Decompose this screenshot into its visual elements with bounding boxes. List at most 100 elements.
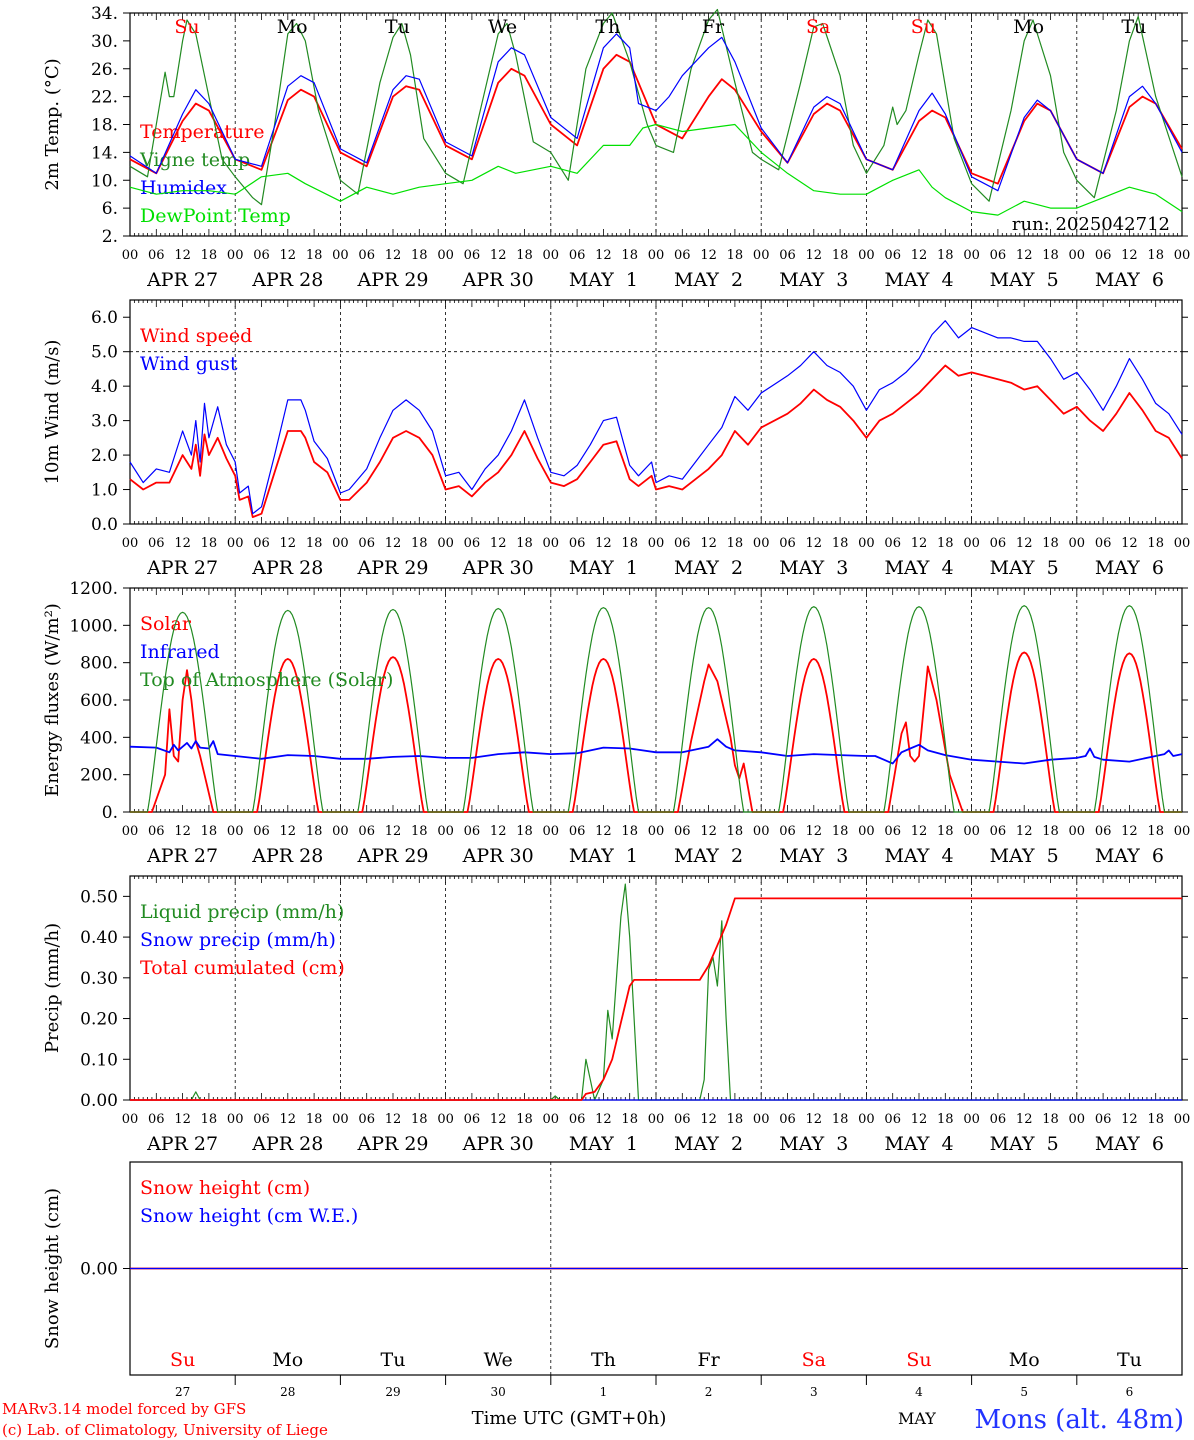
temp-hour-label: 00 — [122, 248, 139, 263]
temp-hour-label: 18 — [621, 248, 638, 263]
energy-series-infrared — [129, 738, 1183, 765]
temp-hour-label: 18 — [516, 248, 533, 263]
snow-day-number: 28 — [280, 1385, 295, 1399]
precip-hour-label: 00 — [648, 1112, 665, 1127]
precip-day-label: MAY 3 — [779, 1133, 848, 1155]
precip-hour-label: 06 — [779, 1112, 796, 1127]
precip-hour-label: 06 — [358, 1112, 375, 1127]
wind-y-tick-label: 3.0 — [91, 412, 118, 432]
energy-day-label: APR 29 — [356, 845, 428, 867]
precip-hour-label: 18 — [516, 1112, 533, 1127]
temp-hour-label: 00 — [858, 248, 875, 263]
temp-y-tick-label: 2. — [102, 227, 118, 247]
temp-hour-label: 00 — [332, 248, 349, 263]
energy-day-label: MAY 5 — [990, 845, 1059, 867]
temp-hour-label: 12 — [174, 248, 191, 263]
precip-legend-entry: Total cumulated (cm) — [140, 957, 345, 979]
wind-hour-label: 12 — [174, 536, 191, 551]
precip-hour-label: 18 — [937, 1112, 954, 1127]
energy-hour-label: 06 — [569, 824, 586, 839]
precip-hour-label: 00 — [753, 1112, 770, 1127]
wind-y-tick-label: 1.0 — [91, 481, 118, 501]
energy-hour-label: 12 — [1121, 824, 1138, 839]
temp-weekday-label: We — [488, 16, 517, 38]
energy-hour-label: 00 — [1174, 824, 1191, 839]
energy-hour-label: 18 — [1147, 824, 1164, 839]
precip-y-axis-label: Precip (mm/h) — [42, 923, 63, 1053]
precip-hour-label: 18 — [306, 1112, 323, 1127]
wind-hour-label: 00 — [122, 536, 139, 551]
precip-hour-label: 00 — [332, 1112, 349, 1127]
energy-series-solar — [130, 651, 1182, 813]
precip-hour-label: 12 — [490, 1112, 507, 1127]
energy-hour-label: 18 — [621, 824, 638, 839]
energy-hour-label: 00 — [963, 824, 980, 839]
wind-day-label: MAY 2 — [674, 557, 743, 579]
snow-day-number: 2 — [705, 1385, 713, 1399]
energy-hour-label: 18 — [516, 824, 533, 839]
energy-hour-label: 06 — [464, 824, 481, 839]
precip-hour-label: 00 — [122, 1112, 139, 1127]
temp-hour-label: 00 — [1069, 248, 1086, 263]
wind-hour-label: 12 — [280, 536, 297, 551]
energy-day-label: APR 28 — [251, 845, 323, 867]
wind-hour-label: 06 — [990, 536, 1007, 551]
precip-hour-label: 18 — [1147, 1112, 1164, 1127]
snow-weekday-label: Mo — [1009, 1349, 1040, 1371]
temp-legend-entry: DewPoint Temp — [140, 205, 291, 227]
station-name: Mons (alt. 48m) — [975, 1405, 1184, 1435]
energy-y-tick-label: 400. — [80, 728, 118, 748]
precip-day-label: APR 27 — [146, 1133, 218, 1155]
wind-y-tick-label: 4.0 — [91, 377, 118, 397]
energy-day-label: MAY 1 — [569, 845, 638, 867]
wind-hour-label: 00 — [332, 536, 349, 551]
precip-hour-label: 18 — [621, 1112, 638, 1127]
snow-legend-entry: Snow height (cm W.E.) — [140, 1205, 358, 1227]
energy-series-top-of-atmosphere-solar- — [130, 605, 1182, 813]
wind-hour-label: 12 — [911, 536, 928, 551]
energy-hour-label: 12 — [806, 824, 823, 839]
precip-day-label: MAY 6 — [1095, 1133, 1164, 1155]
wind-hour-label: 12 — [806, 536, 823, 551]
time-axis-label: Time UTC (GMT+0h) — [472, 1408, 667, 1429]
temp-day-label: MAY 5 — [990, 269, 1059, 291]
wind-day-label: APR 30 — [462, 557, 534, 579]
energy-hour-label: 00 — [753, 824, 770, 839]
wind-hour-label: 12 — [490, 536, 507, 551]
temp-hour-label: 06 — [990, 248, 1007, 263]
precip-hour-label: 06 — [569, 1112, 586, 1127]
wind-hour-label: 06 — [253, 536, 270, 551]
temp-hour-label: 00 — [543, 248, 560, 263]
energy-day-label: MAY 4 — [884, 845, 953, 867]
energy-hour-label: 18 — [1042, 824, 1059, 839]
precip-hour-label: 18 — [1042, 1112, 1059, 1127]
wind-y-tick-label: 6.0 — [91, 308, 118, 328]
temp-legend-entry: Vigne temp — [139, 149, 250, 171]
temp-weekday-label: Sa — [806, 16, 830, 38]
wind-hour-label: 18 — [306, 536, 323, 551]
wind-day-label: APR 29 — [356, 557, 428, 579]
energy-hour-label: 18 — [727, 824, 744, 839]
temp-hour-label: 12 — [385, 248, 402, 263]
credit-line-lab: (c) Lab. of Climatology, University of L… — [2, 1421, 328, 1439]
temp-y-tick-label: 26. — [91, 60, 118, 80]
snow-day-number: 29 — [385, 1385, 400, 1399]
precip-y-tick-label: 0.50 — [80, 887, 118, 907]
temp-legend-entry: Temperature — [140, 121, 264, 143]
temp-hour-label: 00 — [1174, 248, 1191, 263]
energy-legend-entry: Infrared — [140, 641, 220, 663]
temp-weekday-label: Mo — [1013, 16, 1044, 38]
energy-day-label: APR 27 — [146, 845, 218, 867]
precip-hour-label: 12 — [911, 1112, 928, 1127]
precip-y-tick-label: 0.40 — [80, 928, 118, 948]
wind-hour-label: 06 — [569, 536, 586, 551]
wind-hour-label: 06 — [358, 536, 375, 551]
precip-y-tick-label: 0.10 — [80, 1050, 118, 1070]
snow-y-axis-label: Snow height (cm) — [42, 1188, 63, 1349]
snow-day-number: 5 — [1020, 1385, 1028, 1399]
temp-weekday-label: Mo — [277, 16, 308, 38]
temp-y-tick-label: 6. — [102, 199, 118, 219]
temp-hour-label: 12 — [280, 248, 297, 263]
precip-day-label: APR 28 — [251, 1133, 323, 1155]
